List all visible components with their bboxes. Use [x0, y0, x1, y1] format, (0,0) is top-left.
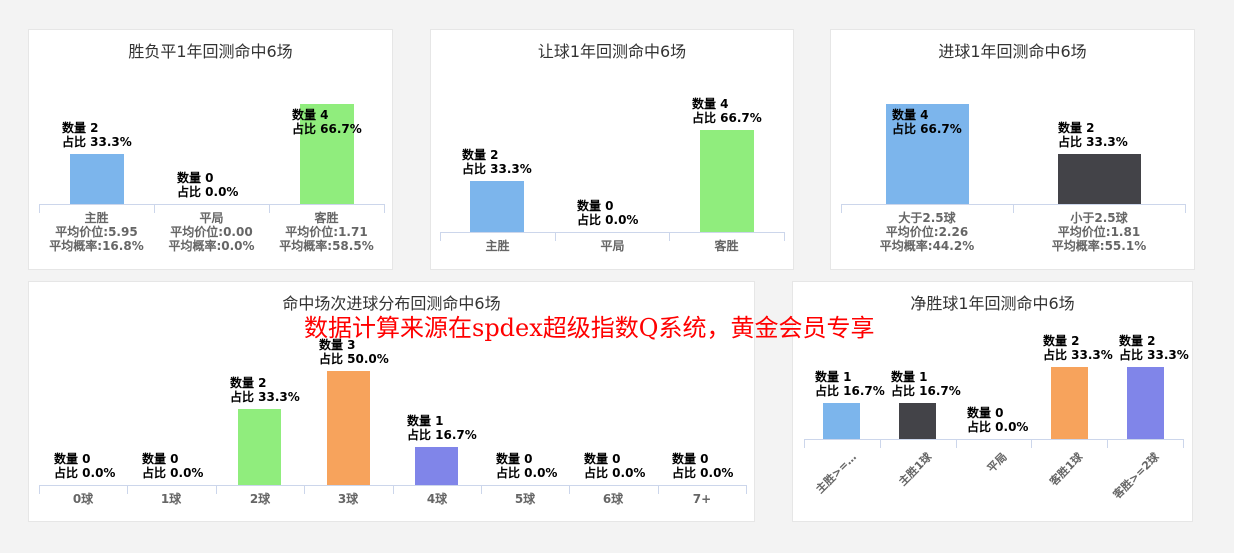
data-label: 数量 4 占比 66.7% — [892, 108, 962, 136]
chart-title: 命中场次进球分布回测命中6场 — [282, 294, 501, 313]
x-axis-tick — [39, 485, 40, 494]
chart-title: 胜负平1年回测命中6场 — [128, 42, 293, 61]
x-axis-label: 0球 — [72, 492, 94, 506]
x-axis-label: 6球 — [602, 492, 624, 506]
x-axis-label: 小于2.5球 平均价位:1.81 平均概率:55.1% — [1051, 211, 1147, 253]
x-axis-line — [804, 439, 1183, 440]
x-axis-line — [39, 485, 746, 486]
bar[interactable] — [238, 409, 281, 485]
bar[interactable] — [1127, 367, 1164, 439]
x-axis-tick — [569, 485, 570, 494]
x-axis-tick — [127, 485, 128, 494]
data-label: 数量 0 占比 0.0% — [177, 171, 239, 199]
x-axis-tick — [658, 485, 659, 494]
chart-panel-win-draw-loss: 胜负平1年回测命中6场 数量 2 占比 33.3% 主胜 平均价位:5.95 平均… — [28, 29, 393, 270]
x-axis-tick — [481, 485, 482, 494]
x-axis-tick — [216, 485, 217, 494]
x-axis-label: 大于2.5球 平均价位:2.26 平均概率:44.2% — [879, 211, 975, 253]
x-axis-line — [440, 232, 784, 233]
bar[interactable] — [1058, 154, 1141, 204]
x-axis-label: 客胜 — [714, 239, 739, 253]
bar[interactable] — [899, 403, 936, 439]
chart-title: 净胜球1年回测命中6场 — [910, 294, 1075, 313]
x-axis-label: 5球 — [514, 492, 536, 506]
x-axis-label: 客胜1球 — [1047, 450, 1086, 489]
x-axis-label: 主胜1球 — [896, 450, 935, 489]
x-axis-tick — [1013, 204, 1014, 213]
data-label: 数量 0 占比 0.0% — [496, 452, 558, 480]
data-label: 数量 2 占比 33.3% — [1058, 121, 1128, 149]
x-axis-label: 主胜 平均价位:5.95 平均概率:16.8% — [49, 211, 144, 253]
data-label: 数量 2 占比 33.3% — [1043, 334, 1113, 362]
data-label: 数量 0 占比 0.0% — [967, 406, 1029, 434]
bar[interactable] — [327, 371, 370, 485]
data-label: 数量 1 占比 16.7% — [407, 414, 477, 442]
x-axis-tick — [555, 232, 556, 241]
data-label: 数量 2 占比 33.3% — [1119, 334, 1189, 362]
bar[interactable] — [886, 104, 969, 204]
x-axis-label: 2球 — [249, 492, 271, 506]
data-label: 数量 3 占比 50.0% — [319, 338, 389, 366]
x-axis-tick — [154, 204, 155, 213]
x-axis-label: 4球 — [426, 492, 448, 506]
chart-title: 让球1年回测命中6场 — [537, 42, 687, 61]
data-label: 数量 1 占比 16.7% — [891, 370, 961, 398]
x-axis-label: 主胜 — [485, 239, 510, 253]
bar[interactable] — [300, 104, 354, 204]
x-axis-label: 主胜>=… — [813, 450, 859, 496]
x-axis-label: 客胜 平均价位:1.71 平均概率:58.5% — [279, 211, 374, 253]
x-axis-label: 平局 — [984, 450, 1010, 476]
data-label: 数量 4 占比 66.7% — [292, 108, 362, 136]
bar[interactable] — [470, 181, 524, 232]
x-axis-tick — [1107, 439, 1108, 448]
watermark-text: 数据计算来源在spdex超级指数Q系统，黄金会员专享 — [304, 314, 875, 342]
x-axis-tick — [304, 485, 305, 494]
bar[interactable] — [823, 403, 860, 439]
x-axis-tick — [746, 485, 747, 494]
bar[interactable] — [1051, 367, 1088, 439]
bar[interactable] — [70, 154, 124, 204]
bar[interactable] — [700, 130, 754, 232]
x-axis-line — [39, 204, 384, 205]
data-label: 数量 2 占比 33.3% — [230, 376, 300, 404]
data-label: 数量 4 占比 66.7% — [692, 97, 762, 125]
x-axis-tick — [841, 204, 842, 213]
data-label: 数量 0 占比 0.0% — [584, 452, 646, 480]
x-axis-tick — [393, 485, 394, 494]
data-label: 数量 0 占比 0.0% — [142, 452, 204, 480]
x-axis-label: 平局 平均价位:0.00 平均概率:0.0% — [168, 211, 255, 253]
chart-title: 进球1年回测命中6场 — [938, 42, 1087, 61]
chart-panel-goal-distribution: 命中场次进球分布回测命中6场 数量 0 占比 0.0% 0球 数量 0 占比 0.0… — [28, 281, 755, 522]
x-axis-tick — [1031, 439, 1032, 448]
chart-panel-goals: 进球1年回测命中6场 数量 4 占比 66.7% 大于2.5球 平均价位:2.26… — [830, 29, 1195, 270]
chart-panel-goal-difference: 净胜球1年回测命中6场 数量 1 占比 16.7% 主胜>=… 数量 1 占比 16… — [792, 281, 1193, 522]
x-axis-tick — [269, 204, 270, 213]
x-axis-tick — [440, 232, 441, 241]
x-axis-tick — [1185, 204, 1186, 213]
x-axis-label: 3球 — [337, 492, 359, 506]
data-label: 数量 0 占比 0.0% — [672, 452, 734, 480]
x-axis-tick — [39, 204, 40, 213]
bar[interactable] — [415, 447, 458, 485]
x-axis-label: 平局 — [600, 239, 625, 253]
x-axis-tick — [669, 232, 670, 241]
chart-panel-handicap: 让球1年回测命中6场 数量 2 占比 33.3% 主胜 数量 0 占比 0.0% 平局… — [430, 29, 794, 270]
data-label: 数量 2 占比 33.3% — [462, 148, 532, 176]
x-axis-tick — [956, 439, 957, 448]
x-axis-label: 7+ — [692, 492, 712, 506]
data-label: 数量 2 占比 33.3% — [62, 121, 132, 149]
x-axis-tick — [804, 439, 805, 448]
x-axis-tick — [880, 439, 881, 448]
data-label: 数量 1 占比 16.7% — [815, 370, 885, 398]
data-label: 数量 0 占比 0.0% — [54, 452, 116, 480]
data-label: 数量 0 占比 0.0% — [577, 199, 639, 227]
x-axis-label: 1球 — [160, 492, 182, 506]
x-axis-tick — [384, 204, 385, 213]
x-axis-label: 客胜>=2球 — [1110, 450, 1162, 502]
x-axis-tick — [1183, 439, 1184, 448]
x-axis-tick — [784, 232, 785, 241]
